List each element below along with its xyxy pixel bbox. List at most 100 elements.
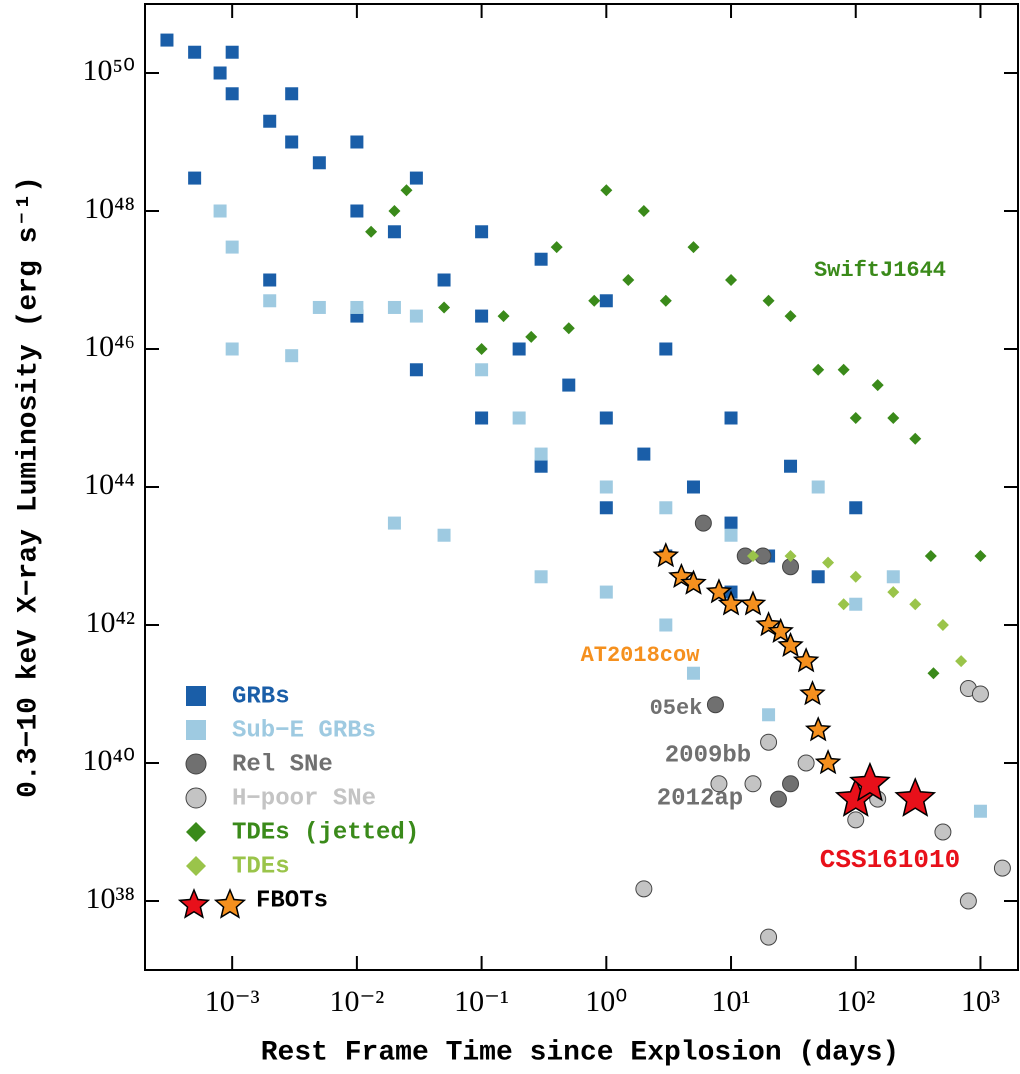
data-point <box>687 241 700 254</box>
legend-label: H−poor SNe <box>232 785 376 812</box>
data-point <box>599 501 613 515</box>
data-point <box>188 171 202 185</box>
data-point <box>849 597 863 611</box>
data-point <box>388 205 401 217</box>
data-point <box>974 550 987 562</box>
data-point <box>811 570 825 584</box>
legend-marker <box>177 888 211 919</box>
y-tick-label: 10⁴⁸ <box>84 192 135 225</box>
data-point <box>822 556 835 569</box>
data-point <box>188 45 202 59</box>
data-point <box>599 480 613 494</box>
legend-label: TDEs <box>232 853 290 880</box>
data-point <box>400 184 413 197</box>
data-point <box>837 363 850 376</box>
y-tick-label: 10⁴⁴ <box>84 468 135 501</box>
legend-label: FBOTs <box>256 887 328 914</box>
data-point <box>936 619 949 631</box>
data-point <box>475 411 489 425</box>
x-tick-label: 10¹ <box>712 985 751 1018</box>
data-point <box>497 310 510 323</box>
data-point <box>769 790 787 808</box>
legend-marker <box>186 720 206 740</box>
data-point <box>746 550 759 562</box>
data-point <box>437 273 451 287</box>
data-point <box>534 252 548 266</box>
data-point <box>705 578 733 604</box>
x-tick-label: 10⁻³ <box>205 985 260 1018</box>
x-axis-label: Rest Frame Time since Explosion (days) <box>261 1037 900 1068</box>
data-point <box>927 667 940 680</box>
y-tick-label: 10⁴² <box>86 606 135 639</box>
data-point <box>804 716 832 742</box>
data-point <box>797 754 815 772</box>
data-point <box>635 880 653 898</box>
x-tick-label: 10⁻¹ <box>454 985 509 1018</box>
legend-marker <box>185 753 207 775</box>
legend-marker <box>186 822 206 842</box>
data-point <box>767 617 794 643</box>
data-point <box>814 749 842 775</box>
legend-label: Sub−E GRBs <box>232 717 376 744</box>
data-point <box>659 294 672 307</box>
data-point <box>784 310 797 323</box>
data-point <box>710 775 728 793</box>
annotation: SwiftJ1644 <box>814 258 946 283</box>
data-point <box>599 585 613 599</box>
data-point <box>659 618 673 632</box>
data-point <box>724 411 738 425</box>
data-point <box>312 300 326 314</box>
data-point <box>955 655 968 668</box>
data-point <box>971 685 989 703</box>
data-point <box>706 696 724 714</box>
data-point <box>694 514 712 532</box>
data-point <box>849 412 862 424</box>
data-point <box>562 378 576 392</box>
data-point <box>285 87 299 101</box>
data-point <box>409 363 423 377</box>
y-tick-label: 10³⁸ <box>86 882 135 915</box>
legend-label: GRBs <box>232 683 290 710</box>
data-point <box>849 501 863 515</box>
data-point <box>637 447 651 461</box>
data-point <box>744 775 762 793</box>
data-point <box>637 205 650 217</box>
data-point <box>312 156 326 170</box>
data-point <box>409 309 423 323</box>
y-tick-label: 10⁴⁶ <box>84 330 135 363</box>
legend-label: TDEs (jetted) <box>232 819 419 846</box>
data-point <box>438 301 451 314</box>
data-point <box>993 859 1011 877</box>
data-point <box>784 550 797 562</box>
data-point <box>387 516 401 530</box>
data-point <box>160 33 174 47</box>
data-point <box>849 570 862 583</box>
data-point <box>475 309 489 323</box>
annotation: 2012ap <box>657 785 743 812</box>
data-point <box>562 322 575 335</box>
data-point <box>475 225 489 239</box>
data-point <box>652 542 680 568</box>
data-point <box>475 363 489 377</box>
data-point <box>887 586 900 599</box>
data-point <box>512 411 526 425</box>
x-tick-label: 10⁰ <box>585 985 627 1018</box>
legend-marker <box>213 888 247 919</box>
data-point <box>739 590 767 616</box>
data-point <box>760 733 778 751</box>
x-tick-label: 10² <box>836 985 875 1018</box>
data-point <box>659 342 673 356</box>
data-point <box>285 135 299 149</box>
legend-marker <box>186 856 206 876</box>
data-point <box>686 480 700 494</box>
data-point <box>225 45 239 59</box>
data-point <box>909 598 922 611</box>
legend-label: Rel SNe <box>232 751 333 778</box>
data-point <box>959 892 977 910</box>
data-point <box>622 274 635 286</box>
annotation: AT2018cow <box>581 643 701 668</box>
data-point <box>213 66 227 80</box>
data-point <box>350 135 364 149</box>
data-point <box>777 631 804 658</box>
data-point <box>847 811 865 829</box>
